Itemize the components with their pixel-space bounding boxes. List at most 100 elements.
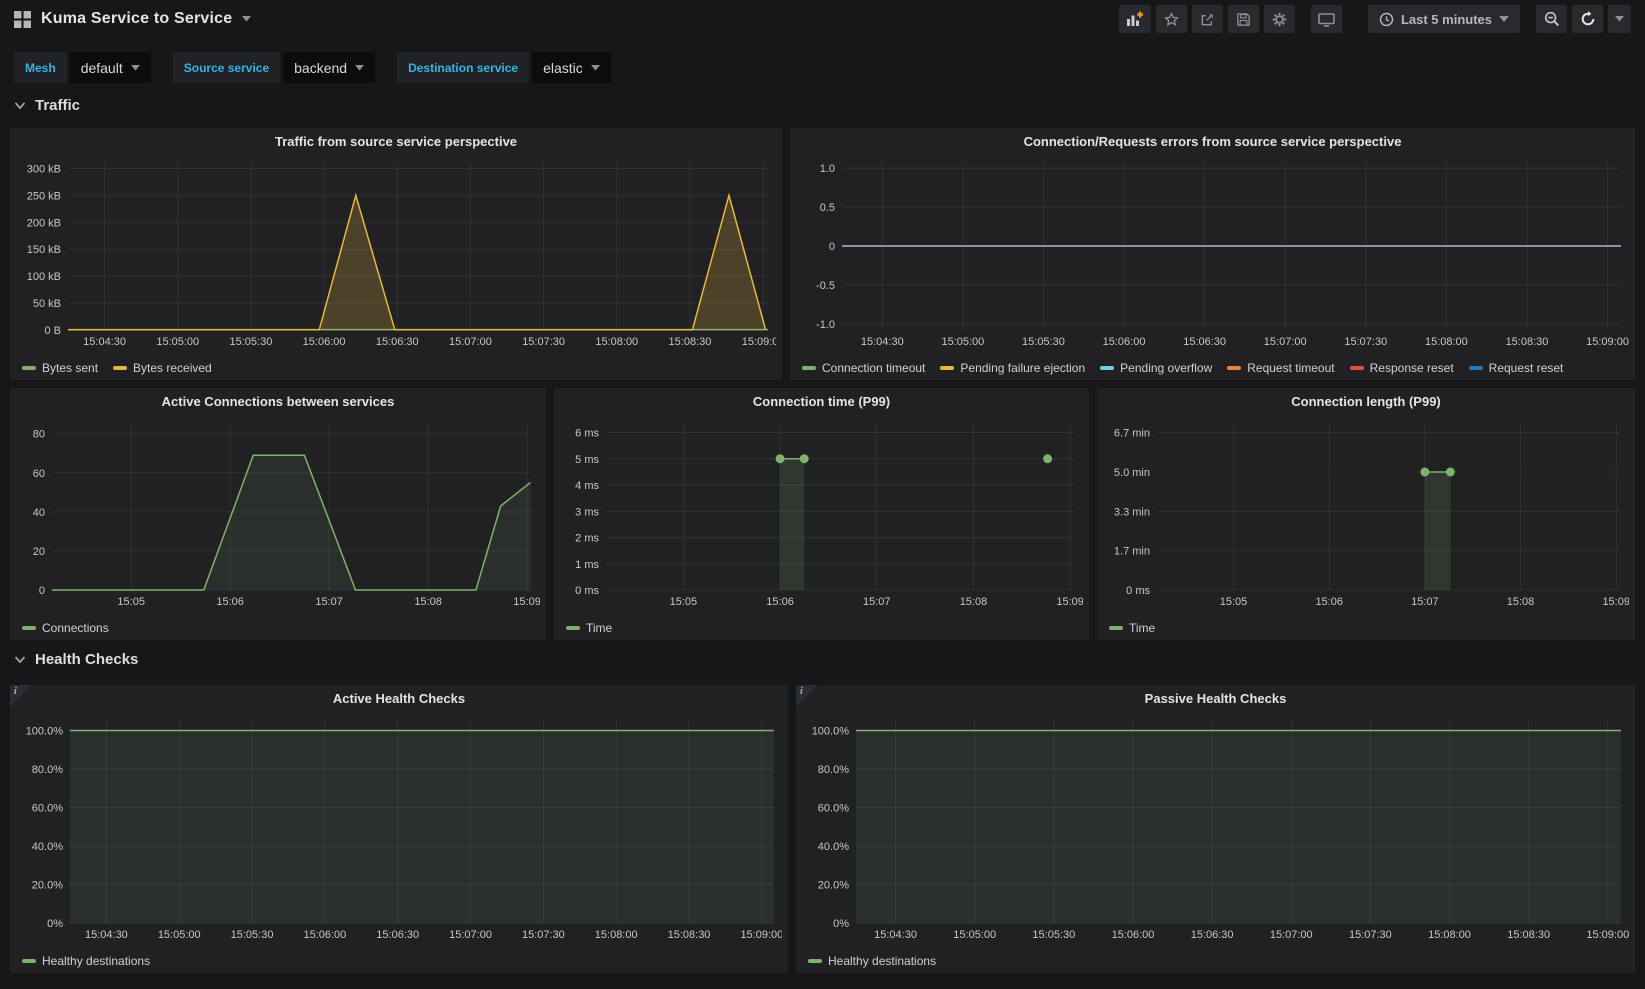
panel-title[interactable]: Active Connections between services (161, 394, 395, 409)
legend-label: Healthy destinations (42, 954, 151, 968)
svg-text:300 kB: 300 kB (27, 163, 61, 175)
panel-title[interactable]: Connection/Requests errors from source s… (1023, 134, 1402, 149)
legend-label: Connection timeout (822, 361, 926, 375)
svg-text:15:04:30: 15:04:30 (85, 929, 128, 941)
legend-color-dash (22, 366, 36, 370)
panel-errors-source: Connection/Requests errors from source s… (790, 128, 1635, 380)
dashboard-title-area[interactable]: Kuma Service to Service (14, 10, 252, 28)
svg-text:15:08:30: 15:08:30 (1507, 929, 1550, 941)
save-button[interactable] (1227, 5, 1259, 33)
settings-button[interactable] (1263, 5, 1295, 33)
svg-text:15:05: 15:05 (117, 596, 145, 608)
add-panel-icon (1126, 11, 1144, 27)
variable-mesh-select[interactable]: default (69, 52, 151, 83)
svg-text:15:06:30: 15:06:30 (376, 929, 419, 941)
section-header-health-checks[interactable]: Health Checks (14, 651, 138, 668)
legend-item[interactable]: Request timeout (1227, 361, 1335, 375)
legend-item[interactable]: Pending overflow (1100, 361, 1212, 375)
svg-text:3.3 min: 3.3 min (1114, 506, 1150, 518)
svg-text:15:07:30: 15:07:30 (1349, 929, 1392, 941)
legend-label: Healthy destinations (828, 954, 937, 968)
collapse-chevron-icon (14, 101, 26, 110)
zoom-out-icon (1544, 11, 1560, 27)
collapse-chevron-icon (14, 655, 26, 664)
active-health-checks-chart[interactable]: 0% 20.0% 40.0% 60.0% 80.0% 100.0% 15:04:30 15:0… (16, 713, 783, 943)
legend-item[interactable]: Bytes sent (22, 361, 98, 375)
svg-text:15:08:30: 15:08:30 (668, 929, 711, 941)
svg-text:15:04:30: 15:04:30 (874, 929, 917, 941)
legend-label: Bytes received (133, 361, 212, 375)
section-header-traffic[interactable]: Traffic (14, 97, 80, 114)
traffic-chart[interactable]: 0 B 50 kB 100 kB 150 kB 200 kB 250 kB 300 kB 15… (16, 156, 785, 350)
legend-item[interactable]: Connections (22, 621, 109, 635)
svg-text:-1.0: -1.0 (816, 319, 835, 331)
svg-text:15:07:00: 15:07:00 (1270, 929, 1313, 941)
svg-text:15:09:00: 15:09:00 (742, 336, 776, 348)
share-button[interactable] (1191, 5, 1223, 33)
panel-traffic-source: Traffic from source service perspective … (10, 128, 785, 380)
legend-item[interactable]: Healthy destinations (22, 954, 150, 968)
gear-icon (1272, 12, 1287, 27)
save-icon (1236, 12, 1251, 27)
variable-destination-service-value: elastic (543, 59, 583, 76)
variable-source-service-select[interactable]: backend (283, 52, 376, 83)
svg-text:15:06: 15:06 (766, 596, 794, 608)
refresh-button[interactable] (1572, 5, 1603, 33)
connection-length-chart[interactable]: 0 ms 1.7 min 3.3 min 5.0 min 6.7 min 15:05 15:… (1103, 416, 1630, 610)
svg-text:15:05:30: 15:05:30 (231, 929, 274, 941)
legend-item[interactable]: Request reset (1468, 361, 1564, 375)
svg-text:2 ms: 2 ms (575, 533, 599, 545)
variable-destination-service-select[interactable]: elastic (532, 52, 611, 83)
svg-text:-0.5: -0.5 (816, 280, 835, 292)
svg-text:15:09: 15:09 (1602, 596, 1629, 608)
connections-chart[interactable]: 0 20 40 60 80 15:05 15:06 15:07 15:08 15:09 (16, 416, 541, 610)
panel-title[interactable]: Connection time (P99) (752, 394, 891, 409)
svg-text:15:05:30: 15:05:30 (1032, 929, 1075, 941)
variable-source-service-value: backend (294, 59, 348, 76)
panel-info-icon[interactable]: i (10, 685, 32, 707)
svg-text:15:06:00: 15:06:00 (1103, 336, 1146, 348)
legend-item[interactable]: Response reset (1349, 361, 1454, 375)
add-panel-button[interactable] (1118, 5, 1151, 33)
svg-text:15:07:30: 15:07:30 (522, 336, 565, 348)
panel-title[interactable]: Connection length (P99) (1291, 394, 1441, 409)
svg-text:0.5: 0.5 (820, 202, 835, 214)
legend-item[interactable]: Time (566, 621, 612, 635)
refresh-icon (1580, 11, 1596, 27)
chart-legend: Connection timeout Pending failure ejecti… (802, 361, 1563, 375)
legend-color-dash (808, 959, 822, 963)
svg-text:15:06:00: 15:06:00 (303, 929, 346, 941)
panel-title[interactable]: Traffic from source service perspective (274, 134, 518, 149)
refresh-interval-dropdown[interactable] (1608, 5, 1631, 33)
svg-text:15:05:30: 15:05:30 (1022, 336, 1065, 348)
star-button[interactable] (1155, 5, 1187, 33)
svg-text:80: 80 (33, 429, 45, 441)
passive-health-checks-chart[interactable]: 0% 20.0% 40.0% 60.0% 80.0% 100.0% 15:04:30 15:0… (802, 713, 1629, 943)
connection-time-chart[interactable]: 0 ms 1 ms 2 ms 3 ms 4 ms 5 ms 6 ms 15:05 15:06 15… (560, 416, 1084, 610)
dashboards-grid-icon[interactable] (14, 10, 31, 28)
zoom-out-button[interactable] (1536, 5, 1567, 33)
panel-info-icon[interactable]: i (796, 685, 818, 707)
chart-legend: Bytes sent Bytes received (22, 361, 212, 375)
legend-item[interactable]: Time (1109, 621, 1155, 635)
legend-color-dash (1349, 366, 1364, 370)
panel-title[interactable]: Passive Health Checks (1144, 691, 1287, 706)
chart-legend: Time (1109, 621, 1155, 635)
svg-text:15:08:30: 15:08:30 (669, 336, 712, 348)
panel-title[interactable]: Active Health Checks (332, 691, 466, 706)
tv-mode-button[interactable] (1310, 5, 1342, 33)
legend-item[interactable]: Connection timeout (802, 361, 925, 375)
time-range-picker[interactable]: Last 5 minutes (1367, 5, 1520, 33)
svg-text:15:09: 15:09 (513, 596, 540, 608)
chevron-down-icon (355, 64, 365, 71)
section-title: Health Checks (35, 651, 139, 668)
legend-color-dash (802, 366, 816, 370)
legend-label: Request reset (1488, 361, 1564, 375)
dashboard-title[interactable]: Kuma Service to Service (41, 10, 233, 27)
legend-item[interactable]: Pending failure ejection (940, 361, 1085, 375)
variable-source-service: Source service backend (172, 52, 376, 83)
legend-color-dash (566, 626, 580, 630)
legend-item[interactable]: Healthy destinations (808, 954, 936, 968)
errors-chart[interactable]: -1.0 -0.5 0 0.5 1.0 15:04:30 15:05:00 15:05:30 1… (796, 156, 1629, 350)
legend-item[interactable]: Bytes received (113, 361, 212, 375)
